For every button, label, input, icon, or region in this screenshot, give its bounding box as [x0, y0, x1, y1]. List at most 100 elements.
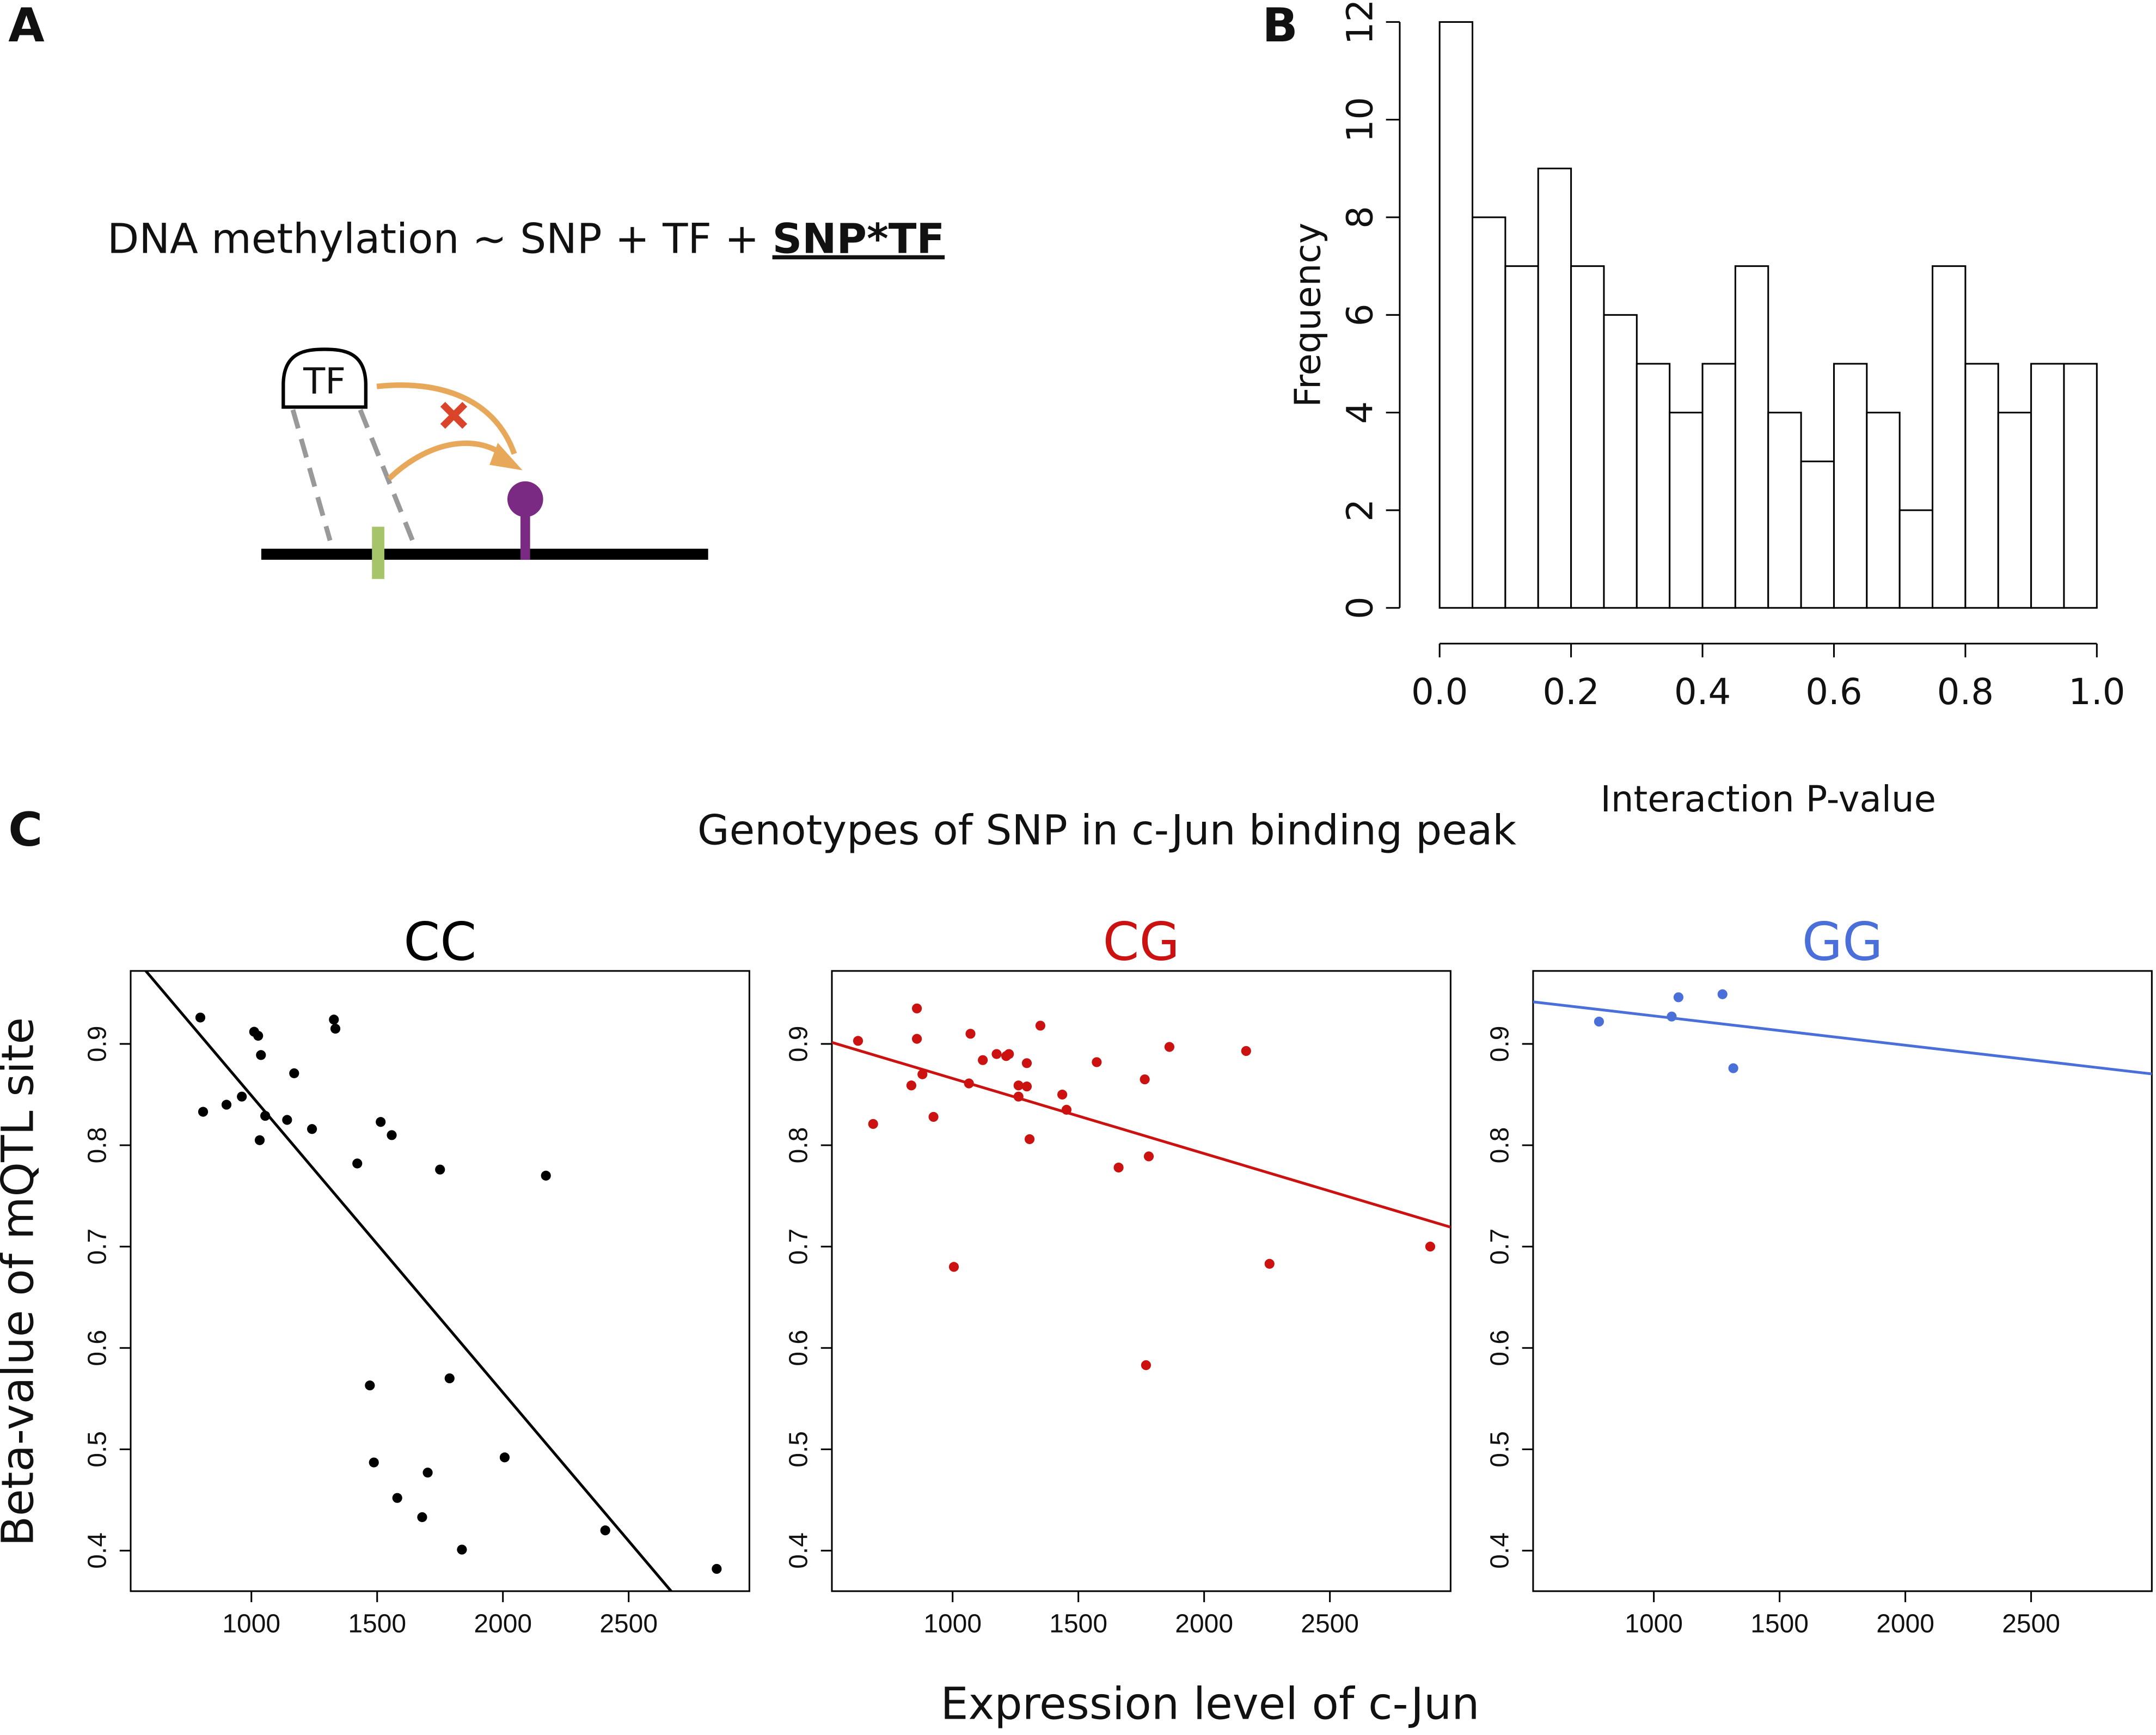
- bar: [2063, 363, 2098, 609]
- point: [978, 1055, 988, 1065]
- point: [912, 1003, 922, 1013]
- point: [1057, 1089, 1068, 1100]
- point: [1004, 1049, 1014, 1059]
- point: [1673, 992, 1684, 1003]
- point: [600, 1525, 610, 1536]
- bar: [1964, 363, 1999, 609]
- fit-line: [144, 970, 673, 1591]
- plot-title: CC: [403, 912, 476, 973]
- point: [991, 1049, 1002, 1059]
- bar: [1636, 363, 1671, 609]
- panel-label: C: [8, 803, 42, 857]
- point: [712, 1563, 722, 1574]
- y-tick-label: 0.7: [83, 1229, 112, 1265]
- y-tick-label: 0.4: [1485, 1532, 1514, 1569]
- x-tick-label: 0.6: [1805, 671, 1862, 713]
- x-tick-label: 2000: [1175, 1610, 1233, 1639]
- y-tick-label: 0.8: [1485, 1127, 1514, 1164]
- fit-line: [1533, 1000, 2152, 1076]
- point: [1035, 1021, 1046, 1031]
- point: [307, 1124, 317, 1134]
- point: [392, 1493, 402, 1503]
- bar: [2030, 363, 2065, 609]
- point: [444, 1373, 455, 1384]
- bar: [1866, 412, 1901, 609]
- formula-bold: SNP*TF: [773, 215, 945, 263]
- y-tick-label: 0.6: [784, 1330, 813, 1366]
- y-tick-label: 0.5: [83, 1431, 112, 1468]
- point: [435, 1164, 445, 1175]
- x-tick-label: 1500: [348, 1610, 406, 1639]
- point: [1717, 989, 1728, 999]
- y-tick-label: 10: [1339, 97, 1381, 143]
- y-tick-label: 0.4: [784, 1532, 813, 1569]
- panel-label: A: [8, 0, 45, 53]
- x-tick-label: 1500: [1750, 1610, 1809, 1639]
- point: [260, 1110, 271, 1121]
- point: [948, 1262, 959, 1272]
- bar: [1537, 167, 1572, 609]
- bar: [1570, 265, 1605, 609]
- tf-shape: [281, 347, 368, 409]
- x-tick-label: 2000: [1876, 1610, 1934, 1639]
- point: [1143, 1151, 1154, 1162]
- point: [868, 1119, 878, 1129]
- point: [1021, 1081, 1032, 1092]
- methyl-group: [507, 481, 543, 517]
- bar: [1767, 412, 1802, 609]
- point: [964, 1078, 974, 1089]
- y-tick-label: 0.7: [1485, 1229, 1514, 1265]
- arrow-head: [489, 443, 523, 471]
- point: [282, 1115, 292, 1125]
- y-tick-label: 0.8: [83, 1127, 112, 1164]
- plot-frame: [1532, 970, 2153, 1592]
- point: [1013, 1080, 1024, 1091]
- y-axis-label: Beta-value of mQTL site: [0, 1017, 44, 1547]
- point: [422, 1468, 433, 1478]
- x-tick-label: 1500: [1049, 1610, 1107, 1639]
- point: [369, 1457, 379, 1468]
- point: [928, 1111, 939, 1122]
- point: [387, 1130, 397, 1140]
- bar: [1800, 460, 1835, 609]
- point: [1241, 1046, 1251, 1056]
- x-tick-label: 0.4: [1674, 671, 1731, 713]
- point: [330, 1023, 341, 1034]
- point: [1141, 1360, 1152, 1370]
- point: [417, 1512, 427, 1523]
- y-tick-label: 0.5: [784, 1431, 813, 1468]
- fit-line: [831, 1041, 1451, 1229]
- point: [254, 1135, 265, 1145]
- bar: [1833, 363, 1868, 609]
- bar: [1932, 265, 1967, 609]
- point: [499, 1452, 510, 1463]
- bar: [1472, 216, 1506, 609]
- y-tick-label: 8: [1339, 206, 1381, 229]
- point: [1113, 1162, 1124, 1173]
- bar: [1701, 363, 1736, 609]
- point: [221, 1099, 232, 1110]
- y-tick-label: 4: [1339, 401, 1381, 424]
- bar: [1734, 265, 1769, 609]
- point: [965, 1029, 976, 1039]
- point: [1667, 1011, 1677, 1022]
- y-tick-label: 0.8: [784, 1127, 813, 1164]
- point: [1013, 1091, 1024, 1102]
- y-tick-label: 0.5: [1485, 1431, 1514, 1468]
- point: [457, 1544, 467, 1555]
- bar: [1603, 314, 1638, 609]
- point: [853, 1036, 863, 1046]
- x-tick-label: 1000: [222, 1610, 280, 1639]
- point: [1425, 1242, 1436, 1252]
- point: [1728, 1063, 1738, 1073]
- dashed-line: [358, 408, 415, 542]
- point: [352, 1158, 363, 1169]
- y-tick-label: 0.6: [83, 1330, 112, 1366]
- point: [198, 1107, 209, 1117]
- x-tick-label: 2500: [1301, 1610, 1359, 1639]
- y-tick-label: 12: [1339, 0, 1381, 45]
- mechanism-diagram: TF: [261, 347, 708, 579]
- y-axis-label: Frequency: [1287, 223, 1328, 407]
- point: [1594, 1016, 1604, 1027]
